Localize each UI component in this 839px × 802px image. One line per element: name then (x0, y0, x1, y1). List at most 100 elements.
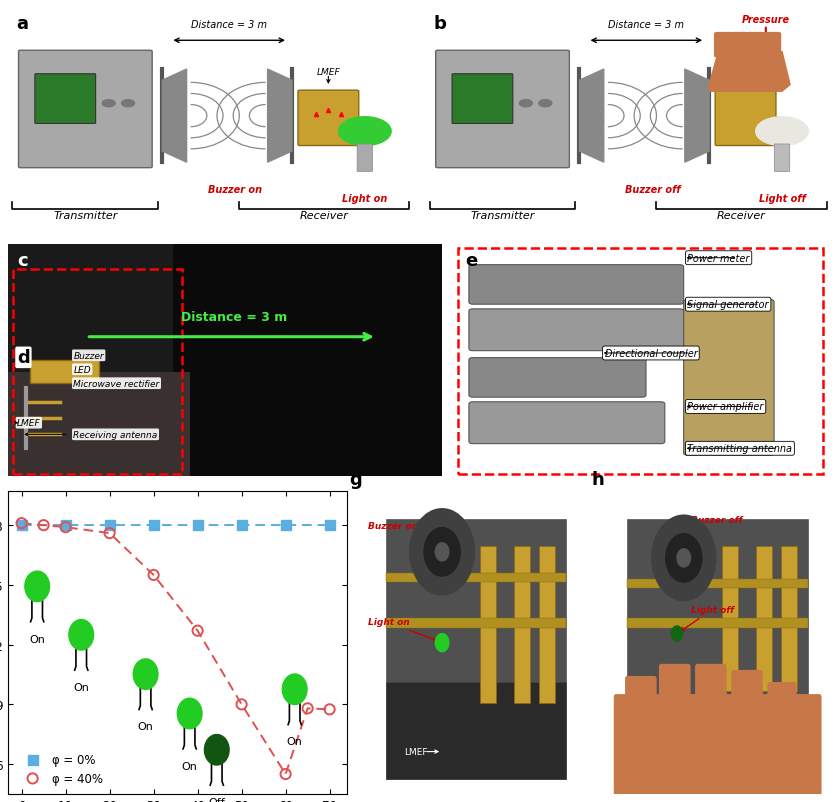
FancyBboxPatch shape (514, 546, 530, 703)
Text: a: a (17, 14, 29, 33)
φ = 40% (37, 519, 50, 532)
Text: Light off: Light off (680, 606, 733, 631)
FancyBboxPatch shape (684, 300, 774, 456)
Text: Receiving antenna: Receiving antenna (73, 431, 158, 439)
FancyBboxPatch shape (357, 145, 373, 172)
Polygon shape (709, 52, 790, 92)
φ = 0% (235, 519, 248, 532)
Text: LMEF: LMEF (316, 67, 340, 77)
FancyBboxPatch shape (756, 546, 772, 691)
Circle shape (102, 100, 115, 107)
FancyBboxPatch shape (469, 403, 664, 444)
Text: LMEF: LMEF (404, 747, 427, 756)
Text: Microwave rectifier: Microwave rectifier (73, 379, 159, 388)
φ = 0% (191, 519, 205, 532)
Text: Receiver: Receiver (717, 210, 766, 221)
Text: On: On (287, 736, 303, 747)
Text: Without pressure: Without pressure (425, 500, 527, 514)
FancyBboxPatch shape (386, 573, 566, 582)
φ = 0% (279, 519, 292, 532)
φ = 40% (279, 768, 292, 780)
FancyBboxPatch shape (659, 664, 690, 743)
Polygon shape (162, 70, 186, 163)
Circle shape (756, 118, 808, 146)
Polygon shape (580, 70, 604, 163)
FancyBboxPatch shape (539, 546, 555, 703)
Polygon shape (685, 70, 709, 163)
Text: Directional coupler: Directional coupler (605, 349, 697, 358)
Text: Off: Off (208, 797, 225, 802)
Circle shape (338, 118, 391, 146)
Text: With pressure: With pressure (677, 500, 758, 514)
φ = 40% (147, 569, 160, 581)
FancyBboxPatch shape (774, 145, 789, 172)
Text: LMEF: LMEF (17, 419, 40, 427)
Circle shape (665, 534, 702, 582)
FancyBboxPatch shape (8, 245, 441, 476)
Text: Transmitting antenna: Transmitting antenna (687, 444, 792, 454)
φ = 0% (59, 519, 72, 532)
Text: Buzzer on: Buzzer on (367, 521, 440, 545)
FancyBboxPatch shape (747, 33, 765, 59)
Text: Distance = 3 m: Distance = 3 m (180, 310, 287, 323)
FancyBboxPatch shape (628, 519, 808, 709)
FancyBboxPatch shape (715, 91, 776, 146)
FancyBboxPatch shape (628, 579, 808, 589)
FancyBboxPatch shape (722, 546, 738, 691)
Text: Transmitter: Transmitter (53, 210, 117, 221)
FancyBboxPatch shape (435, 51, 570, 168)
φ = 0% (323, 519, 336, 532)
Text: Power meter: Power meter (687, 253, 750, 263)
Circle shape (671, 626, 683, 642)
FancyBboxPatch shape (714, 33, 732, 59)
FancyBboxPatch shape (628, 618, 808, 628)
FancyBboxPatch shape (30, 361, 99, 383)
Text: d: d (17, 349, 30, 367)
FancyBboxPatch shape (695, 664, 727, 743)
Text: Buzzer: Buzzer (73, 351, 104, 360)
FancyBboxPatch shape (298, 91, 359, 146)
FancyBboxPatch shape (625, 676, 657, 743)
Text: Light on: Light on (342, 194, 388, 204)
FancyBboxPatch shape (781, 546, 797, 691)
φ = 40% (323, 703, 336, 716)
φ = 40% (59, 521, 72, 534)
Text: Pressure: Pressure (742, 14, 789, 25)
FancyBboxPatch shape (768, 683, 797, 743)
FancyBboxPatch shape (469, 310, 684, 351)
FancyBboxPatch shape (173, 245, 441, 476)
FancyBboxPatch shape (763, 33, 781, 59)
φ = 40% (103, 527, 117, 540)
Text: Distance = 3 m: Distance = 3 m (191, 20, 267, 30)
Circle shape (652, 516, 716, 601)
Text: Signal generator: Signal generator (687, 300, 769, 310)
Text: Light on: Light on (367, 618, 438, 642)
Circle shape (410, 510, 474, 594)
Text: Distance = 3 m: Distance = 3 m (608, 20, 685, 30)
φ = 0% (103, 519, 117, 532)
Text: Buzzer off: Buzzer off (684, 515, 742, 551)
Circle shape (519, 100, 532, 107)
Text: Power amplifier: Power amplifier (687, 402, 763, 412)
Circle shape (435, 543, 449, 561)
φ = 40% (15, 517, 29, 530)
Polygon shape (268, 70, 292, 163)
Circle shape (677, 549, 690, 567)
Text: On: On (73, 683, 89, 692)
Circle shape (424, 528, 460, 577)
FancyBboxPatch shape (386, 683, 566, 779)
Text: LED: LED (73, 365, 91, 375)
FancyBboxPatch shape (386, 618, 566, 628)
FancyBboxPatch shape (614, 695, 821, 797)
Text: Buzzer off: Buzzer off (624, 185, 680, 195)
Text: Receiver: Receiver (300, 210, 349, 221)
FancyBboxPatch shape (469, 265, 684, 305)
FancyBboxPatch shape (8, 372, 190, 476)
φ = 40% (235, 698, 248, 711)
Text: Transmitter: Transmitter (471, 210, 534, 221)
Circle shape (122, 100, 134, 107)
FancyBboxPatch shape (730, 33, 748, 59)
φ = 40% (301, 702, 315, 715)
FancyBboxPatch shape (386, 519, 566, 779)
Text: On: On (29, 634, 45, 644)
